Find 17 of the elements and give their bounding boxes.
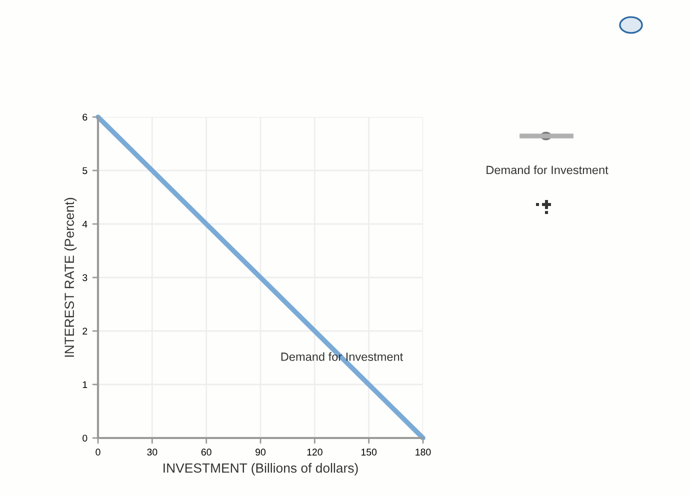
y-tick-label: 2 (82, 328, 88, 335)
x-tick-label: 90 (256, 448, 266, 456)
y-tick-label: 0 (82, 434, 88, 442)
x-tick-label: 150 (361, 448, 377, 456)
y-axis-title: INTEREST RATE (Percent) (64, 198, 77, 357)
y-tick-label: 3 (82, 274, 88, 282)
x-axis-title: INVESTMENT (Billions of dollars) (164, 463, 358, 476)
x-tick-label: 60 (201, 448, 212, 456)
x-tick-label: 30 (147, 448, 158, 456)
y-tick-label: 6 (82, 114, 88, 121)
x-tick-label: 120 (307, 448, 322, 456)
x-tick-label: 0 (96, 448, 100, 456)
y-tick-label: 5 (82, 167, 88, 174)
y-tick-label: 4 (82, 220, 88, 228)
y-tick-label: 1 (82, 381, 88, 388)
text: Demand for Investment (486, 166, 608, 174)
x-tick-label: 180 (416, 448, 431, 456)
